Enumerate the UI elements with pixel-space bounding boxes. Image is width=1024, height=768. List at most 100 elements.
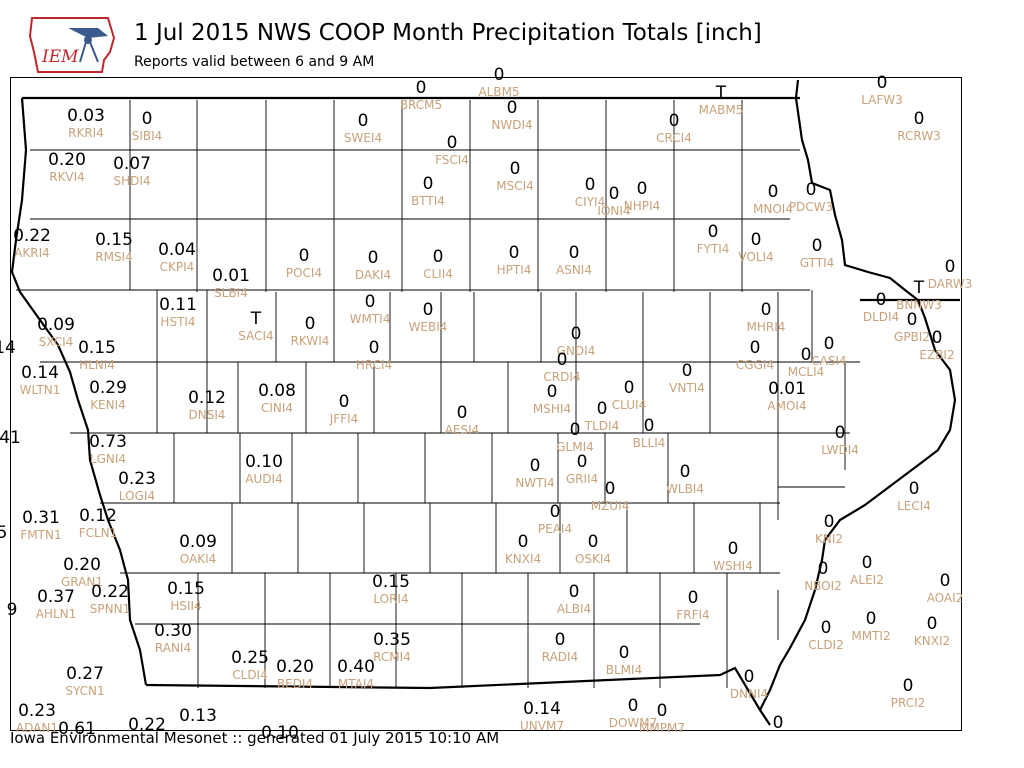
station-value: 0 (550, 502, 561, 522)
station-value: 0 (433, 247, 444, 267)
station-id: LOGI4 (119, 489, 155, 503)
station-id: SLBI4 (214, 286, 248, 300)
station-id: SWEI4 (344, 131, 382, 145)
station-value: 0.09 (179, 532, 217, 552)
station-id: SHDI4 (113, 174, 150, 188)
station-value: 0 (142, 109, 153, 129)
station-value: 0 (305, 314, 316, 334)
station-value: 0 (510, 159, 521, 179)
station-value-partial: 0.10 (261, 723, 299, 743)
station-value: 0 (605, 479, 616, 499)
station-value: 0 (680, 462, 691, 482)
station-id: NHPI4 (624, 199, 660, 213)
station-id: SXCI4 (39, 335, 74, 349)
station-value: 0 (806, 180, 817, 200)
station-id: HRCI4 (356, 358, 392, 372)
station-id: HPTI4 (497, 263, 532, 277)
station-value-partial: 0.22 (128, 715, 166, 735)
station-id: AOAI2 (927, 591, 964, 605)
station-id: ALBM5 (478, 85, 519, 99)
station-value: T (913, 278, 925, 298)
station-id: NWTI4 (515, 476, 554, 490)
station-value-partial: 41 (0, 428, 21, 448)
station-value: 0 (416, 78, 427, 98)
station-id: CLII4 (423, 267, 453, 281)
station-value: 0.07 (113, 154, 151, 174)
station-id: RADI4 (542, 650, 578, 664)
station-value-partial: 0.61 (58, 719, 96, 739)
station-value: 0 (571, 324, 582, 344)
station-value: 0.08 (258, 381, 296, 401)
station-id: LAFW3 (861, 93, 903, 107)
station-id: MMTI2 (851, 629, 890, 643)
station-id: VOLI4 (738, 250, 773, 264)
station-id: MABM5 (699, 103, 744, 117)
station-value: 0 (824, 334, 835, 354)
station-value: 0 (824, 512, 835, 532)
station-value: 0 (637, 179, 648, 199)
station-id: LGNI4 (90, 452, 126, 466)
station-value: 0 (507, 98, 518, 118)
station-id: GLMI4 (556, 440, 594, 454)
station-id: FMTN1 (20, 528, 61, 542)
station-value: 0.73 (89, 432, 127, 452)
station-id: ALBI4 (557, 602, 591, 616)
station-value: 0 (570, 420, 581, 440)
station-id: GRII4 (566, 472, 598, 486)
station-value: T (715, 83, 727, 103)
station-value: 0 (447, 133, 458, 153)
station-value: 0 (569, 243, 580, 263)
station-id: DLDI4 (863, 310, 899, 324)
station-value: 0.15 (372, 572, 410, 592)
station-value: 0 (744, 667, 755, 687)
station-id: SPNN1 (90, 602, 130, 616)
station-id: UNVM7 (520, 719, 564, 733)
station-value: 0 (932, 328, 943, 348)
station-value: 0.09 (37, 315, 75, 335)
station-id: ALEI2 (850, 573, 884, 587)
station-id: DOWM7 (609, 716, 658, 730)
station-id: TLDI4 (584, 419, 619, 433)
station-value: 0.15 (95, 230, 133, 250)
station-value: 0.37 (37, 587, 75, 607)
station-id: ADAN1 (16, 721, 58, 735)
station-value: 0 (862, 553, 873, 573)
station-id: BLMI4 (606, 663, 642, 677)
station-id: AESI4 (445, 423, 480, 437)
station-value: 0.04 (158, 240, 196, 260)
station-value: 0.23 (18, 701, 56, 721)
station-value: 0.40 (337, 657, 375, 677)
station-id: CRDI4 (543, 370, 580, 384)
station-id: MSHI4 (533, 402, 571, 416)
station-id: GRAN1 (61, 575, 103, 589)
station-value: 0 (708, 222, 719, 242)
station-id: KENI4 (90, 398, 126, 412)
station-id: OAKI4 (180, 552, 217, 566)
station-value: 0.20 (48, 150, 86, 170)
station-id: CLDI2 (808, 638, 843, 652)
station-id: MHRI4 (747, 320, 786, 334)
map-title: 1 Jul 2015 NWS COOP Month Precipitation … (134, 20, 762, 46)
station-value: 0 (818, 559, 829, 579)
station-id: CGGI4 (736, 358, 774, 372)
station-value: 0 (557, 350, 568, 370)
station-value: 0 (909, 479, 920, 499)
station-id: WMTI4 (350, 312, 391, 326)
station-value: 0 (494, 65, 505, 85)
station-id: AMOI4 (767, 399, 806, 413)
station-value: 0 (585, 175, 596, 195)
station-value: 0 (628, 696, 639, 716)
station-value: 0 (945, 257, 956, 277)
station-value: T (250, 309, 262, 329)
station-id: RCMI4 (373, 650, 411, 664)
station-value: 0 (876, 290, 887, 310)
station-value: 0 (940, 571, 951, 591)
station-id: HSII4 (170, 599, 201, 613)
station-value: 0 (555, 630, 566, 650)
station-id: OSKI4 (575, 552, 611, 566)
station-value: 0 (368, 248, 379, 268)
station-value: 0 (761, 300, 772, 320)
station-id: WLTN1 (20, 383, 61, 397)
station-id: RANI4 (155, 641, 191, 655)
station-id: SACI4 (238, 329, 273, 343)
